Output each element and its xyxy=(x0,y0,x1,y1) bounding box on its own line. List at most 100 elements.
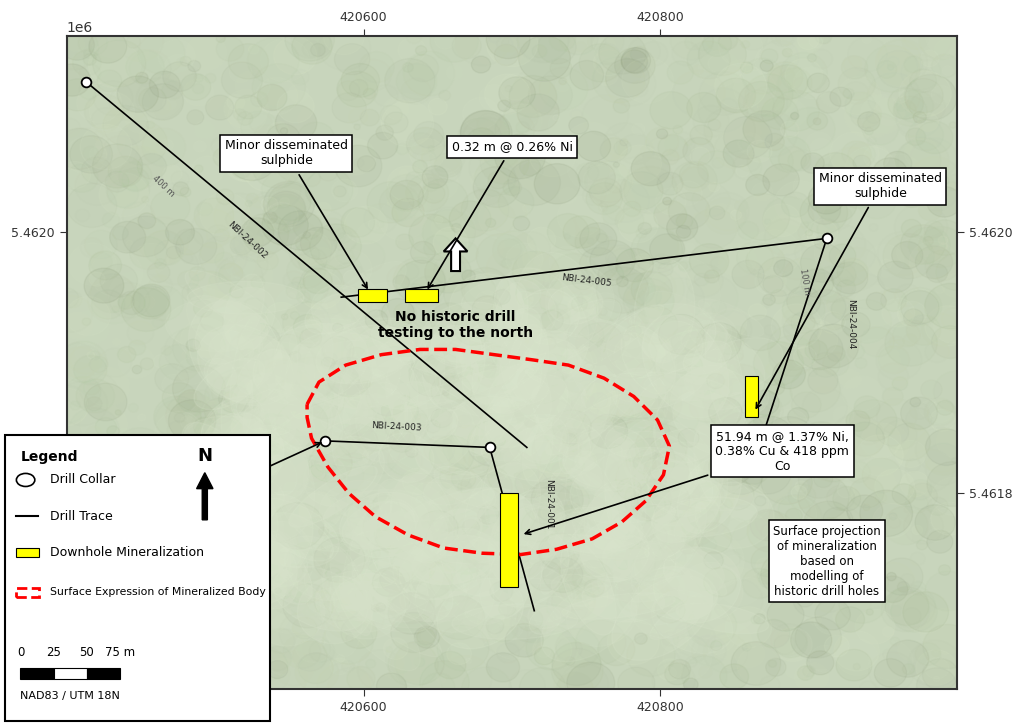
Circle shape xyxy=(365,204,397,233)
Bar xyxy=(500,493,518,587)
Circle shape xyxy=(593,49,624,76)
Circle shape xyxy=(396,144,409,154)
Ellipse shape xyxy=(303,261,407,343)
Circle shape xyxy=(307,310,325,325)
Circle shape xyxy=(75,247,101,270)
Ellipse shape xyxy=(605,420,665,457)
Circle shape xyxy=(766,363,779,375)
Circle shape xyxy=(593,29,630,62)
Circle shape xyxy=(730,210,741,220)
Ellipse shape xyxy=(307,585,411,621)
Circle shape xyxy=(178,269,221,307)
Circle shape xyxy=(909,480,932,500)
Circle shape xyxy=(461,572,472,582)
Ellipse shape xyxy=(489,529,569,608)
Circle shape xyxy=(469,446,505,478)
Circle shape xyxy=(469,141,516,183)
Circle shape xyxy=(499,366,513,379)
Ellipse shape xyxy=(564,512,614,576)
Circle shape xyxy=(322,543,342,561)
Circle shape xyxy=(117,76,159,112)
Circle shape xyxy=(916,540,928,550)
Circle shape xyxy=(323,336,354,364)
Ellipse shape xyxy=(359,350,401,407)
Circle shape xyxy=(910,397,921,407)
Circle shape xyxy=(205,467,255,511)
Ellipse shape xyxy=(676,603,769,634)
Circle shape xyxy=(694,213,703,221)
Circle shape xyxy=(426,420,440,433)
Circle shape xyxy=(631,152,670,186)
Circle shape xyxy=(337,123,386,165)
Circle shape xyxy=(435,446,478,483)
Circle shape xyxy=(311,417,364,463)
Circle shape xyxy=(816,91,841,113)
Ellipse shape xyxy=(690,532,744,588)
Circle shape xyxy=(102,436,134,463)
Circle shape xyxy=(605,410,654,455)
Ellipse shape xyxy=(243,329,325,415)
Circle shape xyxy=(278,334,301,355)
Circle shape xyxy=(70,136,113,173)
Ellipse shape xyxy=(319,418,394,458)
Circle shape xyxy=(498,444,539,480)
Circle shape xyxy=(651,440,662,450)
Circle shape xyxy=(672,326,708,357)
Ellipse shape xyxy=(639,368,707,409)
Ellipse shape xyxy=(523,339,581,384)
Circle shape xyxy=(905,450,953,492)
Ellipse shape xyxy=(305,293,367,334)
Circle shape xyxy=(526,626,577,670)
Circle shape xyxy=(539,642,582,679)
Circle shape xyxy=(194,330,225,358)
Circle shape xyxy=(614,48,655,83)
Circle shape xyxy=(471,41,504,69)
Circle shape xyxy=(291,328,342,373)
Circle shape xyxy=(435,596,484,639)
Circle shape xyxy=(426,527,450,547)
Ellipse shape xyxy=(254,409,369,466)
Circle shape xyxy=(330,471,341,481)
Circle shape xyxy=(940,243,947,249)
Ellipse shape xyxy=(627,336,665,381)
Circle shape xyxy=(425,252,471,293)
Circle shape xyxy=(153,566,200,608)
Circle shape xyxy=(548,584,564,598)
Circle shape xyxy=(725,484,769,522)
Circle shape xyxy=(298,276,328,302)
Circle shape xyxy=(676,635,708,663)
Circle shape xyxy=(669,660,690,679)
Circle shape xyxy=(185,413,194,420)
Circle shape xyxy=(105,171,129,192)
Circle shape xyxy=(372,605,379,612)
Ellipse shape xyxy=(455,488,540,565)
Circle shape xyxy=(284,271,304,290)
Ellipse shape xyxy=(694,507,774,581)
Ellipse shape xyxy=(582,576,665,622)
Text: Drill Collar: Drill Collar xyxy=(50,473,116,486)
Ellipse shape xyxy=(565,430,640,488)
Circle shape xyxy=(274,652,313,686)
Ellipse shape xyxy=(688,313,737,350)
Ellipse shape xyxy=(522,418,569,487)
Circle shape xyxy=(837,259,868,286)
Circle shape xyxy=(252,410,286,440)
Circle shape xyxy=(434,324,451,338)
Circle shape xyxy=(362,491,390,515)
Ellipse shape xyxy=(521,331,617,428)
Circle shape xyxy=(910,581,926,595)
Circle shape xyxy=(272,360,297,381)
Circle shape xyxy=(212,653,224,664)
Circle shape xyxy=(507,102,526,118)
Circle shape xyxy=(223,265,239,278)
Circle shape xyxy=(850,183,865,196)
Circle shape xyxy=(731,519,782,563)
Circle shape xyxy=(110,221,145,253)
Circle shape xyxy=(263,455,272,463)
Circle shape xyxy=(559,20,598,55)
Ellipse shape xyxy=(645,291,740,373)
Circle shape xyxy=(553,115,559,120)
Circle shape xyxy=(268,165,291,185)
Circle shape xyxy=(552,582,595,621)
Text: 75 m: 75 m xyxy=(104,646,135,659)
